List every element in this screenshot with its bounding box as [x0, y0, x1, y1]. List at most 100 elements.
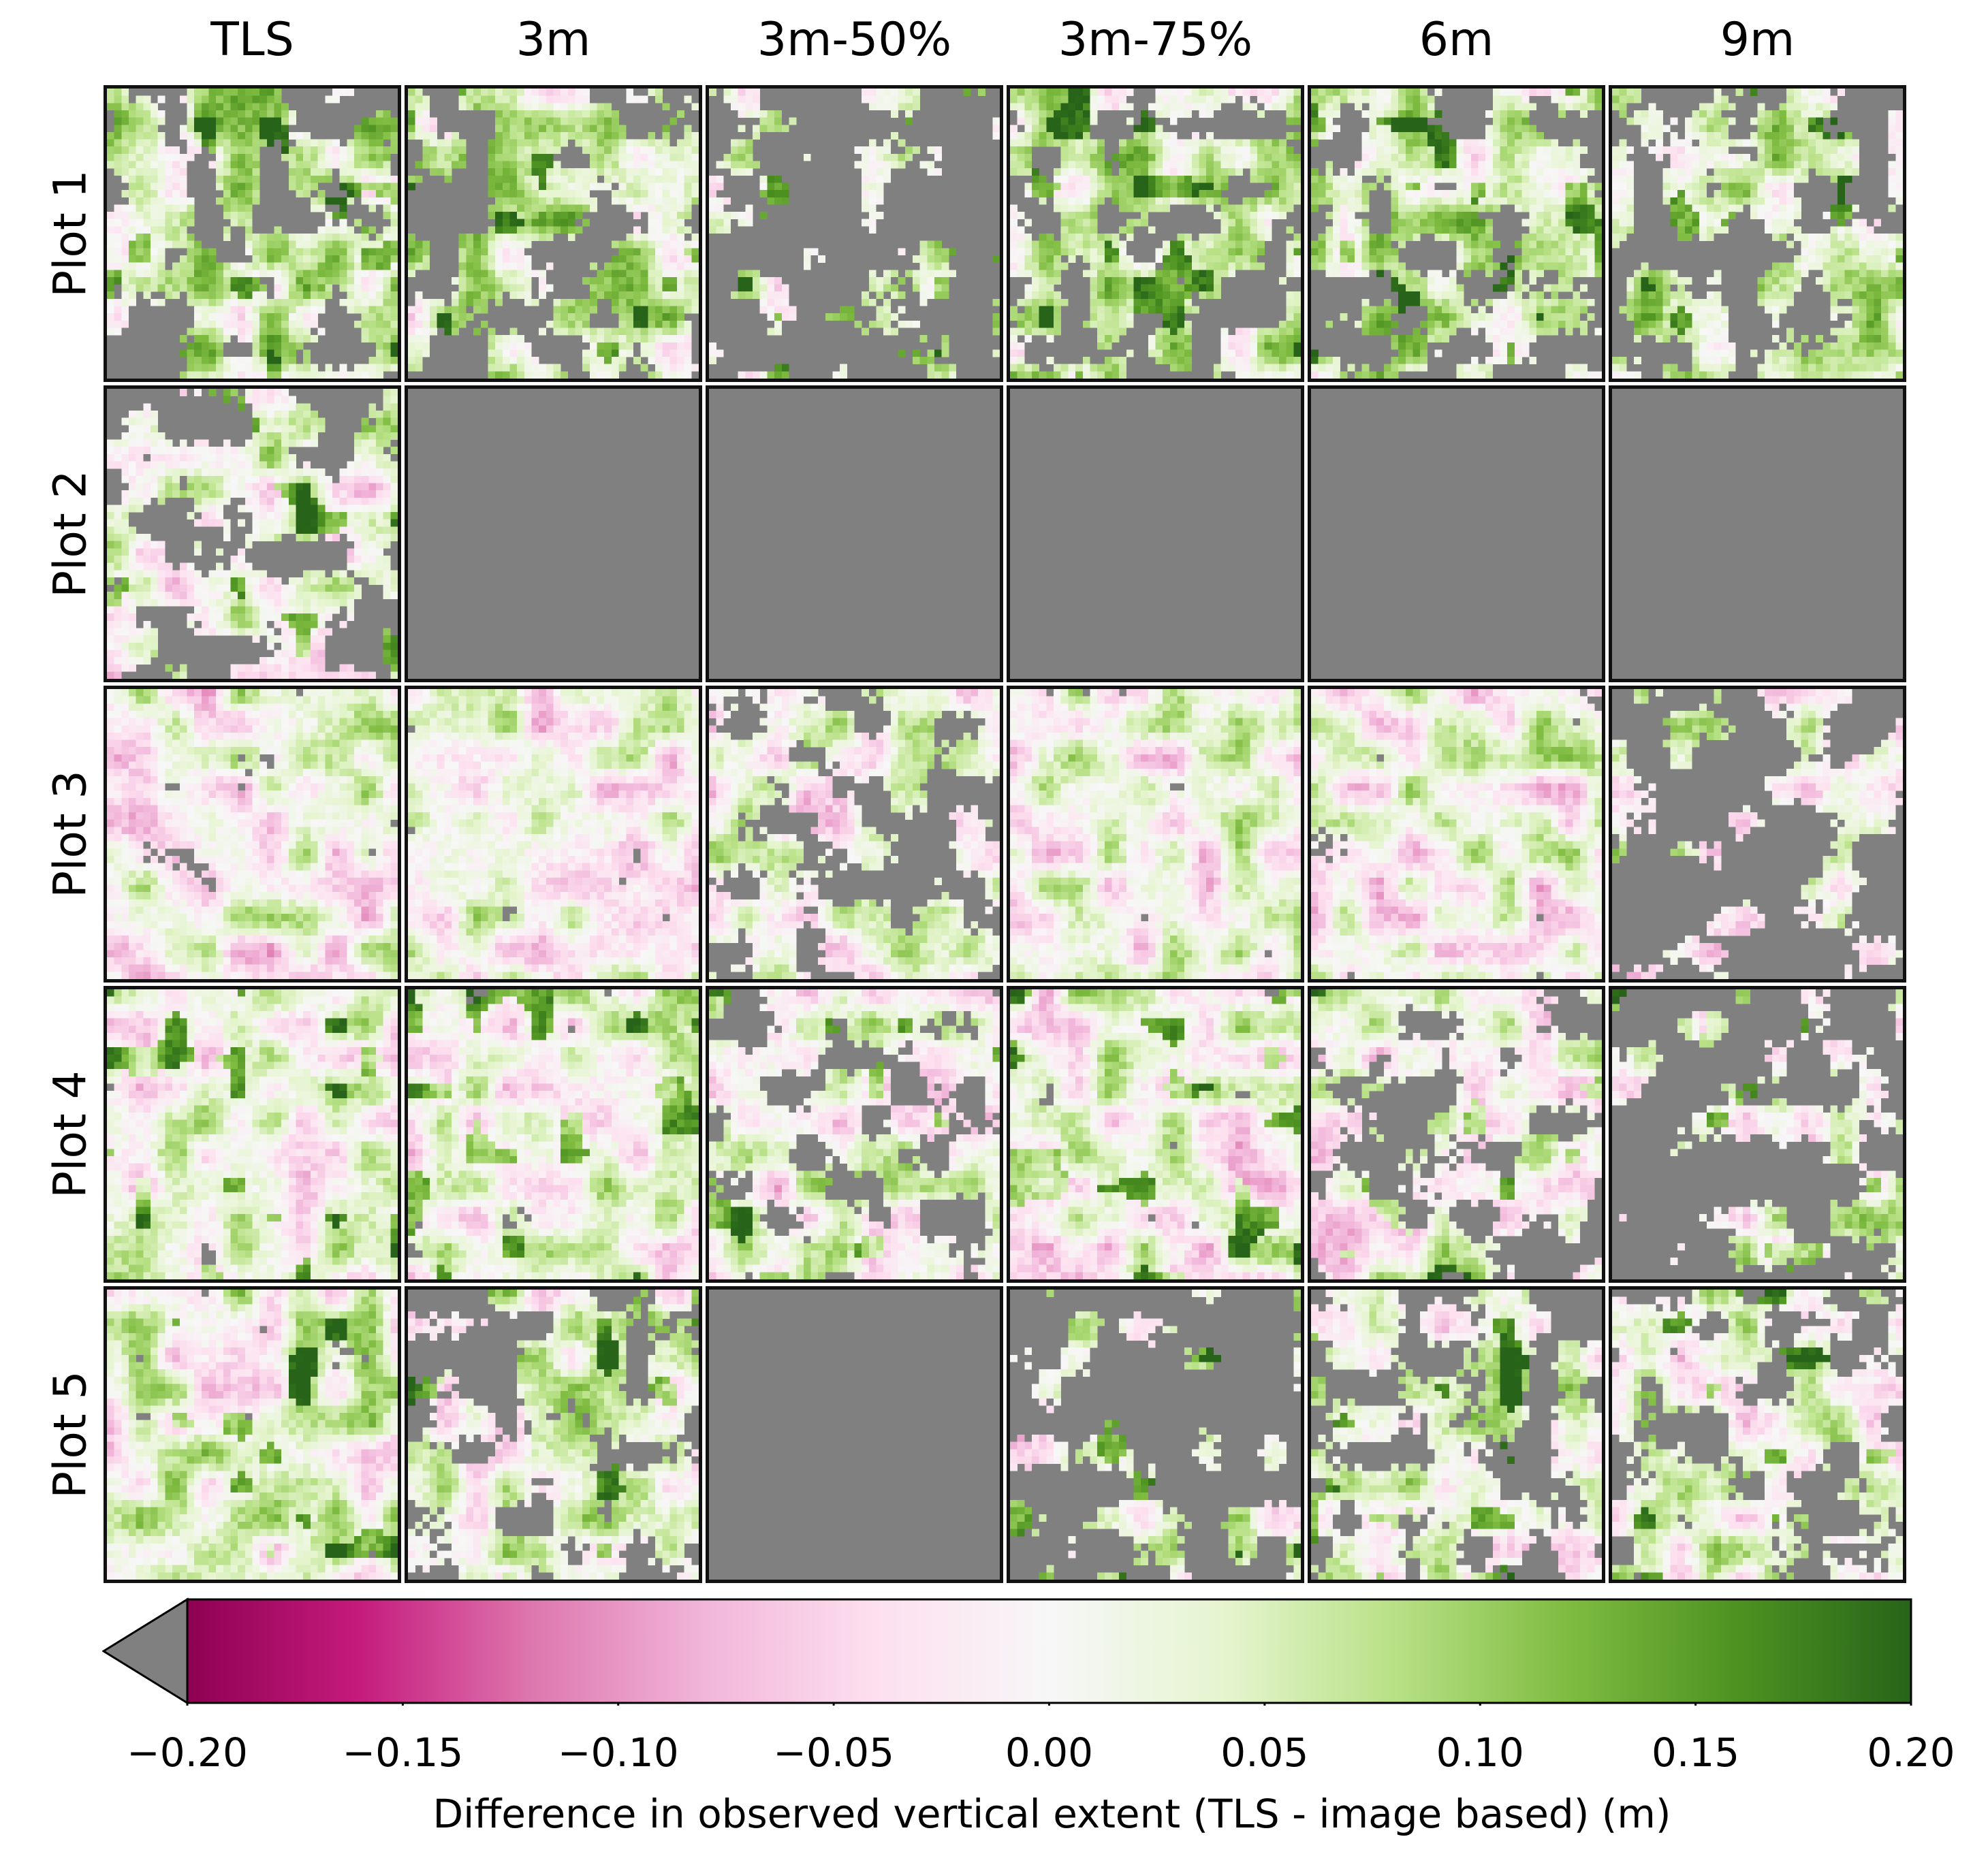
heatmap-cell — [1242, 357, 1250, 364]
heatmap-cell — [452, 291, 459, 300]
heatmap-cell — [1619, 89, 1627, 96]
heatmap-cell — [1551, 212, 1559, 219]
heatmap-cell — [1177, 240, 1185, 249]
heatmap-cell — [1383, 139, 1391, 147]
heatmap-cell — [941, 262, 949, 270]
heatmap-cell — [1032, 131, 1039, 140]
heatmap-cell — [143, 219, 151, 227]
heatmap-cell — [524, 212, 532, 219]
heatmap-cell — [1191, 284, 1199, 292]
heatmap-cell — [1558, 306, 1566, 314]
heatmap-cell — [1032, 306, 1039, 314]
heatmap-cell — [1507, 291, 1515, 300]
heatmap-cell — [546, 190, 554, 197]
heatmap-cell — [919, 240, 928, 249]
heatmap-cell — [353, 168, 362, 176]
heatmap-cell — [208, 117, 217, 125]
heatmap-cell — [1573, 175, 1581, 183]
heatmap-cell — [1325, 103, 1334, 111]
heatmap-cell — [1311, 182, 1319, 191]
heatmap-cell — [1177, 153, 1185, 161]
heatmap-cell — [1464, 234, 1472, 241]
heatmap-cell — [604, 284, 612, 292]
heatmap-cell — [1514, 357, 1522, 364]
heatmap-cell — [1771, 175, 1780, 183]
heatmap-cell — [430, 125, 437, 133]
heatmap-cell — [157, 255, 165, 263]
heatmap-cell — [303, 234, 311, 241]
heatmap-cell — [633, 168, 641, 176]
heatmap-cell — [524, 270, 532, 278]
heatmap-cell — [676, 364, 684, 372]
heatmap-cell — [1684, 190, 1692, 197]
heatmap-cell — [230, 219, 238, 227]
heatmap-cell — [1670, 190, 1678, 197]
heatmap-cell — [1235, 219, 1243, 227]
heatmap-cell — [1126, 197, 1134, 205]
heatmap-cell — [1565, 262, 1573, 270]
heatmap-cell — [1250, 175, 1258, 183]
heatmap-cell — [172, 146, 180, 155]
heatmap-cell — [1434, 219, 1442, 227]
heatmap-cell — [216, 342, 224, 350]
heatmap-cell — [883, 320, 892, 328]
heatmap-cell — [1111, 197, 1120, 205]
heatmap-cell — [415, 248, 423, 256]
heatmap-cell — [151, 255, 158, 263]
heatmap-cell — [684, 190, 692, 197]
heatmap-cell — [1191, 89, 1199, 96]
heatmap-cell — [383, 357, 391, 364]
heatmap-cell — [648, 153, 656, 161]
heatmap-cell — [1464, 320, 1472, 328]
heatmap-cell — [1119, 262, 1127, 270]
heatmap-cell — [524, 175, 532, 183]
heatmap-cell — [1075, 234, 1083, 241]
heatmap-cell — [1017, 349, 1025, 357]
heatmap-cell — [495, 291, 503, 300]
heatmap-cell — [1090, 117, 1098, 125]
heatmap-cell — [1054, 182, 1061, 191]
heatmap-cell — [604, 161, 612, 169]
heatmap-cell — [274, 234, 282, 241]
heatmap-cell — [151, 240, 158, 249]
heatmap-cell — [531, 131, 539, 140]
heatmap-cell — [1148, 146, 1156, 155]
heatmap-cell — [509, 146, 518, 155]
heatmap-cell — [325, 270, 333, 278]
heatmap-cell — [347, 190, 355, 197]
heatmap-panel — [405, 85, 702, 382]
heatmap-cell — [1177, 284, 1185, 292]
heatmap-cell — [1427, 313, 1435, 321]
heatmap-cell — [1464, 153, 1472, 161]
heatmap-cell — [1594, 204, 1602, 212]
heatmap-cell — [1420, 139, 1428, 147]
heatmap-cell — [187, 234, 195, 241]
heatmap-cell — [589, 328, 597, 336]
heatmap-cell — [1111, 240, 1120, 249]
heatmap-cell — [716, 349, 724, 357]
heatmap-cell — [1206, 240, 1214, 249]
heatmap-cell — [1133, 291, 1141, 300]
heatmap-cell — [1278, 103, 1287, 111]
heatmap-cell — [1398, 161, 1406, 169]
heatmap-cell — [589, 110, 597, 118]
heatmap-cell — [1573, 146, 1581, 155]
heatmap-cell — [546, 182, 554, 191]
heatmap-cell — [832, 313, 840, 321]
heatmap-cell — [648, 342, 656, 350]
heatmap-cell — [745, 89, 753, 96]
heatmap-cell — [1470, 320, 1479, 328]
heatmap-panel — [104, 85, 401, 382]
heatmap-cell — [654, 328, 663, 336]
heatmap-cell — [353, 306, 362, 314]
heatmap-cell — [223, 182, 231, 191]
heatmap-cell — [1579, 270, 1588, 278]
heatmap-cell — [1155, 342, 1163, 350]
heatmap-cell — [1677, 139, 1685, 147]
heatmap-cell — [1456, 219, 1464, 227]
heatmap-cell — [1355, 175, 1362, 183]
heatmap-cell — [1383, 364, 1391, 372]
heatmap-cell — [296, 182, 304, 191]
heatmap-cell — [531, 125, 539, 133]
heatmap-cell — [1017, 168, 1025, 176]
